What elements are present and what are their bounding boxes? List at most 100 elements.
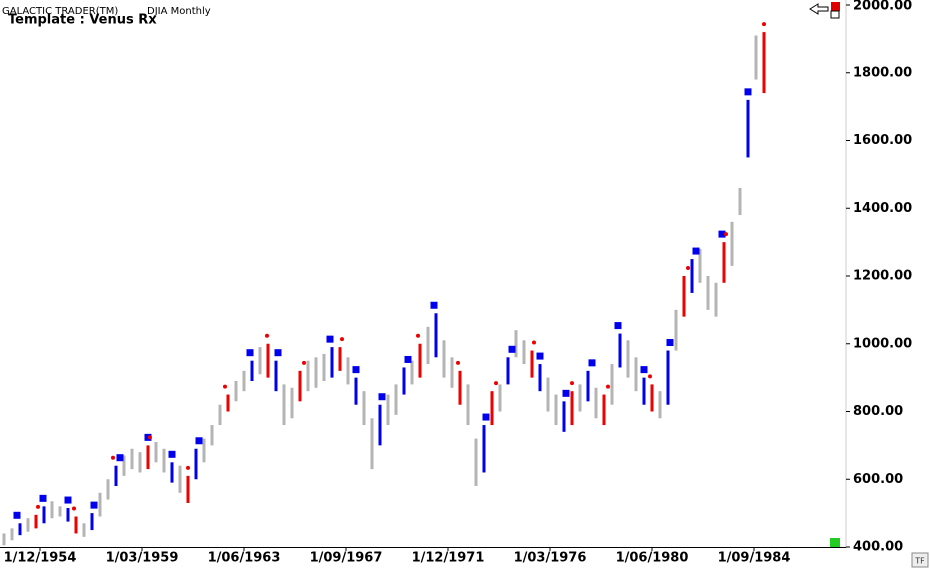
y-tick-label: 1200.00 [853, 269, 912, 284]
tf-label[interactable]: TF [914, 557, 925, 566]
price-bar [594, 387, 598, 419]
price-bar [466, 384, 470, 426]
price-bar [722, 242, 726, 283]
price-bar [402, 367, 406, 395]
venus-marker [606, 384, 610, 389]
price-bar [602, 394, 606, 426]
price-bar [66, 508, 70, 522]
x-axis: 1/12/1954 1/03/1959 1/06/1963 1/09/1967 1/12… [4, 548, 846, 566]
price-bar [378, 404, 382, 446]
price-bar [434, 313, 438, 358]
price-bar [162, 448, 166, 473]
price-bar [74, 516, 78, 534]
price-bar [314, 357, 318, 388]
price-bar [298, 370, 302, 402]
price-bar [610, 364, 614, 405]
price-bar [706, 276, 710, 310]
x-tick-label: 1/09/1967 [310, 551, 383, 566]
price-bar [754, 35, 758, 80]
price-bar [338, 347, 342, 371]
price-bar [354, 377, 358, 405]
y-tick-label: 400.00 [853, 540, 903, 555]
price-bar [762, 32, 766, 94]
price-bar [10, 528, 14, 541]
venus-marker [36, 504, 40, 509]
venus-marker [744, 88, 752, 96]
x-tick-label: 1/06/1963 [208, 551, 281, 566]
x-tick-label: 1/03/1976 [514, 551, 587, 566]
price-bar [226, 394, 230, 412]
venus-marker [186, 465, 190, 470]
price-bar [450, 357, 454, 388]
venus-marker [111, 455, 115, 460]
price-bar [642, 377, 646, 405]
price-bar [202, 438, 206, 463]
venus-marker [168, 450, 176, 458]
venus-marker [456, 360, 460, 365]
price-bar [266, 343, 270, 378]
venus-marker [430, 301, 438, 309]
venus-marker [640, 366, 648, 374]
venus-marker [482, 413, 490, 421]
price-bar [386, 394, 390, 426]
price-bar [178, 465, 182, 493]
price-bar [546, 377, 550, 412]
price-bar [370, 418, 374, 470]
venus-marker [508, 345, 516, 353]
venus-marker [246, 349, 254, 357]
y-tick-label: 1400.00 [853, 201, 912, 216]
y-tick-label: 1800.00 [853, 65, 912, 80]
app-header: GALACTIC TRADER(TM) [2, 6, 118, 17]
price-bar [586, 370, 590, 402]
venus-marker [340, 337, 344, 342]
price-bar [634, 357, 638, 392]
venus-marker [404, 355, 412, 363]
y-tick-label: 600.00 [853, 472, 903, 487]
price-bar [322, 353, 326, 382]
x-tick-label: 1/09/1984 [718, 551, 791, 566]
price-bar [18, 523, 22, 536]
venus-marker [494, 381, 498, 386]
venus-marker [72, 506, 76, 511]
price-bar [442, 340, 446, 378]
y-tick-label: 2000.00 [853, 0, 912, 14]
price-bar [194, 448, 198, 480]
price-bar [474, 438, 478, 487]
price-bar [138, 452, 142, 473]
price-bar [282, 384, 286, 426]
venus-marker [13, 511, 21, 519]
tf-button[interactable] [911, 552, 929, 568]
price-bar [562, 401, 566, 432]
venus-marker [588, 359, 596, 367]
price-bar [210, 425, 214, 446]
venus-marker [614, 322, 622, 330]
price-bar [242, 370, 246, 392]
scroll-left-button[interactable] [809, 3, 829, 15]
venus-marker [532, 340, 536, 345]
price-bar [26, 518, 30, 532]
price-bar [50, 501, 54, 519]
price-bar [674, 309, 678, 351]
price-bar [418, 343, 422, 378]
price-bar [218, 404, 222, 426]
price-bar [42, 506, 46, 524]
venus-marker [352, 366, 360, 374]
venus-marker [326, 335, 334, 343]
venus-marker [302, 360, 306, 365]
venus-marker [562, 389, 570, 397]
price-bar [58, 506, 62, 517]
price-bar [82, 523, 86, 537]
zoom-button[interactable] [830, 10, 840, 19]
venus-marker [39, 494, 47, 502]
venus-marker [648, 374, 652, 379]
price-bar [522, 340, 526, 365]
price-bar [154, 441, 158, 463]
price-bar [250, 360, 254, 382]
venus-marker [64, 496, 72, 504]
x-tick-label: 1/12/1954 [4, 551, 77, 566]
green-indicator[interactable] [830, 538, 840, 547]
price-bar [186, 475, 190, 503]
red-indicator[interactable] [831, 2, 840, 11]
price-bar [106, 479, 110, 500]
